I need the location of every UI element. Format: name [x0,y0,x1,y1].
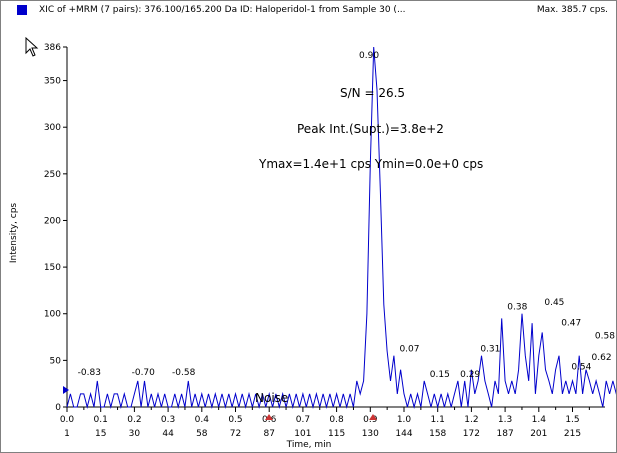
scan-tick-label: 30 [129,429,141,439]
peak-label: 0.62 [592,353,612,363]
peak-label: 0.29 [460,370,480,380]
x-tick-label: 0.3 [161,415,175,425]
scan-tick-label: 101 [294,429,311,439]
scan-tick-label: 187 [497,429,514,439]
y-tick-label: 50 [50,356,62,366]
peak-label: 0.47 [561,319,581,329]
scan-tick-label: 44 [162,429,174,439]
x-tick-label: 0.1 [94,415,108,425]
peak-label: 0.07 [399,345,419,355]
y-tick-label: 250 [44,170,61,180]
y-tick-label: 300 [44,123,61,133]
baseline-start-marker [63,386,69,394]
peak-label: -0.70 [132,368,156,378]
x-axis-title: Time, min [286,440,332,450]
y-axis-title: Intensity, cps [9,203,19,264]
y-ticks: 0 50 100 150 200 250 300 350 386 [44,43,67,413]
x-tick-label: 0.0 [60,415,75,425]
peak-labels: -0.83 -0.70 -0.58 0.90 0.07 0.15 0.29 0.31 0.38 0… [78,51,616,380]
peak-label: -0.83 [78,368,101,378]
noise-label: Noise [255,391,288,405]
y-tick-label: 350 [44,77,61,87]
peak-label: 0.38 [507,303,527,313]
scan-tick-label: 15 [95,429,106,439]
peak-label: 0.31 [480,345,500,355]
scan-tick-label: 1 [64,429,70,439]
x-tick-label: 0.5 [228,415,242,425]
scan-tick-label: 72 [230,429,241,439]
ymax-ymin-annotation: Ymax=1.4e+1 cps Ymin=0.0e+0 cps [258,157,483,171]
y-tick-label: 100 [44,310,61,320]
x-tick-label: 1.2 [464,415,478,425]
x-tick-label: 0.7 [296,415,310,425]
peak-label: 0.54 [571,362,591,372]
integration-end-marker[interactable] [369,414,377,420]
peak-label: 0.58 [595,332,615,342]
scan-tick-label: 201 [530,429,547,439]
x-tick-label: 1.4 [532,415,547,425]
scan-tick-label: 58 [196,429,208,439]
scan-tick-label: 215 [564,429,581,439]
max-intensity-label: Max. 385.7 cps. [536,5,608,15]
integration-start-marker[interactable] [265,414,273,420]
peak-label: -0.58 [172,368,196,378]
arrow-cursor-icon [25,37,39,57]
x-tick-label: 0.8 [329,415,344,425]
y-tick-label: 150 [44,263,61,273]
y-tick-label: 200 [44,216,61,226]
sn-annotation: S/N = 26.5 [340,86,405,100]
legend-swatch [17,5,27,15]
x-tick-label: 1.5 [565,415,579,425]
y-tick-label: 386 [44,43,61,53]
peak-label: 0.45 [544,298,564,308]
x-tick-label: 0.4 [195,415,210,425]
peak-label: 0.15 [430,370,450,380]
scan-tick-label: 144 [395,429,412,439]
scan-tick-label: 172 [463,429,480,439]
scan-tick-label: 158 [429,429,446,439]
xic-trace [66,46,616,409]
scan-tick-label: 115 [328,429,345,439]
peak-label: 0.90 [359,51,379,61]
x-tick-label: 1.0 [397,415,412,425]
peak-int-annotation: Peak Int.(Supt.)=3.8e+2 [297,122,444,136]
scan-tick-label: 87 [263,429,274,439]
chart-axes [66,47,605,408]
scan-tick-label: 130 [362,429,379,439]
x-tick-label: 1.1 [431,415,445,425]
trace-title: XIC of +MRM (7 pairs): 376.100/165.200 D… [39,5,406,15]
pane-header: XIC of +MRM (7 pairs): 376.100/165.200 D… [1,1,616,23]
y-tick-label: 0 [55,403,61,413]
x-tick-label: 1.3 [498,415,512,425]
x-tick-label: 0.2 [127,415,141,425]
x-ticks: 0.00.10.20.30.40.50.60.70.80.91.01.11.21… [60,407,590,439]
